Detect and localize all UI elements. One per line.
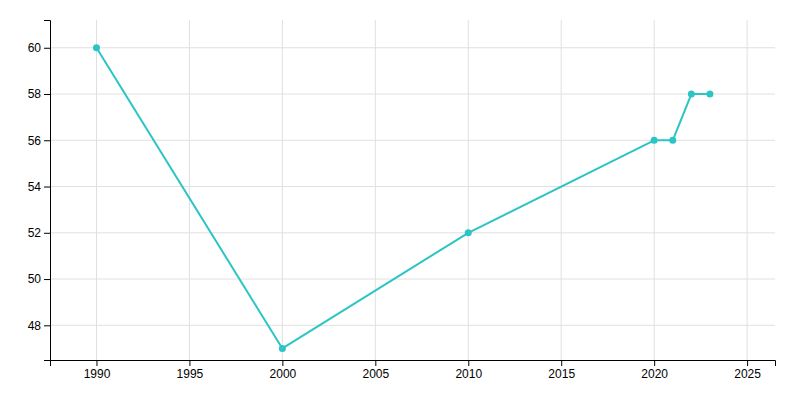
y-axis-tick-label: 50 [28, 272, 42, 286]
x-axis-tick-label: 1995 [177, 367, 204, 381]
x-axis-tick-mark [468, 360, 469, 366]
grid-line [50, 47, 775, 48]
x-axis-tick: 2010 [455, 360, 482, 381]
x-axis-tick-mark [282, 360, 283, 366]
y-axis-tick: 60 [28, 41, 50, 55]
y-axis-tick-mark [44, 140, 50, 141]
y-axis-tick-label: 58 [28, 87, 42, 101]
point [93, 44, 100, 51]
grid-line [50, 186, 775, 187]
x-axis-tick-label: 2015 [548, 367, 575, 381]
x-axis-tick: 2015 [548, 360, 575, 381]
point [706, 91, 713, 98]
grid-line [747, 20, 748, 360]
x-axis-tick-label: 1990 [84, 367, 111, 381]
point [465, 229, 472, 236]
grid-line [50, 94, 775, 95]
y-axis-tick-label: 48 [28, 319, 42, 333]
y-axis-tick-mark [44, 48, 50, 49]
y-axis-line [44, 21, 51, 361]
grid-line [50, 325, 775, 326]
y-axis-tick-label: 60 [28, 41, 42, 55]
marks [93, 44, 713, 352]
grid-line [561, 20, 562, 360]
y-axis-tick: 50 [28, 272, 50, 286]
x-axis-tick: 2000 [270, 360, 297, 381]
y-axis-tick-label: 56 [28, 134, 42, 148]
x-axis-tick-mark [654, 360, 655, 366]
x-axis-tick-label: 2025 [734, 367, 761, 381]
x-axis-tick: 1995 [177, 360, 204, 381]
grid-line [50, 232, 775, 233]
x-axis-tick-mark [561, 360, 562, 366]
x-axis-tick-label: 2020 [641, 367, 668, 381]
y-axis-tick-mark [44, 279, 50, 280]
line [96, 48, 709, 349]
y-axis-tick-label: 54 [28, 180, 42, 194]
x-axis: 1990 1995 2000 2005 2010 2015 2020 2025 [51, 360, 776, 381]
grid-line [654, 20, 655, 360]
y-axis-tick-mark [44, 187, 50, 188]
point [651, 137, 658, 144]
x-axis-tick-mark [375, 360, 376, 366]
y-axis-tick: 52 [28, 226, 50, 240]
y-axis-tick-label: 52 [28, 226, 42, 240]
y-axis-tick-mark [44, 233, 50, 234]
x-axis-line [51, 361, 776, 367]
y-axis-tick: 58 [28, 87, 50, 101]
x-axis-tick-label: 2000 [270, 367, 297, 381]
grid-line [282, 20, 283, 360]
x-axis-tick-label: 2005 [362, 367, 389, 381]
chart: 1990 1995 2000 2005 2010 2015 2020 2025 48 50 52 54… [0, 0, 800, 400]
grid-line [96, 20, 97, 360]
point [279, 345, 286, 352]
plot: 1990 1995 2000 2005 2010 2015 2020 2025 48 50 52 54… [28, 20, 776, 381]
x-axis-tick-mark [96, 360, 97, 366]
grid-line [189, 20, 190, 360]
x-axis-tick-mark [747, 360, 748, 366]
grid-line [375, 20, 376, 360]
point [688, 91, 695, 98]
y-axis-tick-mark [44, 325, 50, 326]
x-axis-tick-label: 2010 [455, 367, 482, 381]
y-axis-tick: 54 [28, 180, 50, 194]
x-axis-tick: 1990 [84, 360, 111, 381]
grid [50, 20, 775, 360]
y-axis: 48 50 52 54 56 58 60 [28, 21, 51, 361]
y-axis-tick: 56 [28, 134, 50, 148]
grid-line [468, 20, 469, 360]
x-axis-tick: 2020 [641, 360, 668, 381]
y-axis-tick: 48 [28, 319, 50, 333]
y-axis-tick-mark [44, 94, 50, 95]
x-axis-tick: 2005 [362, 360, 389, 381]
point [669, 137, 676, 144]
x-axis-tick-mark [189, 360, 190, 366]
x-axis-tick: 2025 [734, 360, 761, 381]
grid-line [50, 279, 775, 280]
